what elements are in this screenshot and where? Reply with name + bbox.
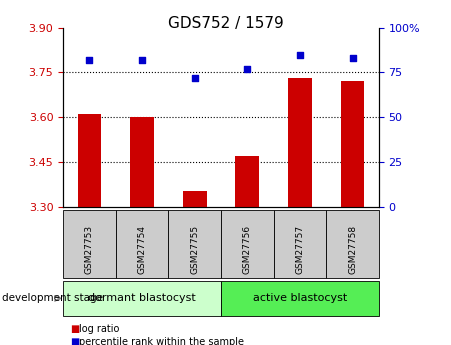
Bar	[288, 78, 312, 207]
Text: GSM27753: GSM27753	[85, 225, 94, 274]
Point	[191, 75, 198, 81]
Text: GSM27757: GSM27757	[295, 225, 304, 274]
Bar	[183, 190, 207, 207]
Bar	[235, 156, 259, 207]
Point	[296, 52, 304, 57]
Point	[349, 55, 356, 61]
Text: GSM27756: GSM27756	[243, 225, 252, 274]
Text: percentile rank within the sample: percentile rank within the sample	[79, 337, 244, 345]
Text: ■: ■	[70, 337, 79, 345]
Bar	[341, 81, 364, 207]
Text: active blastocyst: active blastocyst	[253, 294, 347, 303]
Text: GDS752 / 1579: GDS752 / 1579	[168, 16, 283, 30]
Text: GSM27754: GSM27754	[138, 225, 147, 274]
Point	[138, 57, 146, 63]
Text: log ratio: log ratio	[79, 325, 120, 334]
Text: dormant blastocyst: dormant blastocyst	[88, 294, 196, 303]
Text: GSM27755: GSM27755	[190, 225, 199, 274]
Point	[86, 57, 93, 63]
Point	[244, 66, 251, 72]
Text: GSM27758: GSM27758	[348, 225, 357, 274]
Bar	[130, 117, 154, 207]
Bar	[78, 114, 101, 207]
Text: ■: ■	[70, 325, 79, 334]
Text: development stage: development stage	[2, 294, 103, 303]
